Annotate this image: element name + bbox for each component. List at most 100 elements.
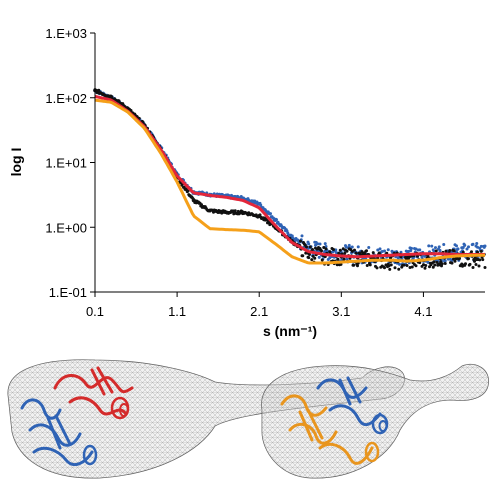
data-point bbox=[320, 258, 324, 262]
data-point bbox=[338, 248, 342, 252]
data-point bbox=[433, 263, 437, 267]
data-point bbox=[483, 244, 487, 248]
data-point bbox=[430, 244, 434, 248]
data-point bbox=[398, 262, 401, 266]
data-point bbox=[233, 209, 237, 213]
data-point bbox=[336, 257, 340, 261]
y-tick-label: 1.E+02 bbox=[45, 91, 87, 106]
data-point bbox=[318, 242, 322, 246]
data-point bbox=[307, 242, 311, 246]
data-point bbox=[353, 248, 356, 252]
data-point bbox=[307, 256, 311, 260]
data-point bbox=[432, 249, 436, 253]
data-point bbox=[393, 266, 397, 270]
data-point bbox=[405, 264, 409, 268]
data-point bbox=[434, 249, 438, 253]
data-point bbox=[471, 265, 475, 269]
data-point bbox=[439, 260, 443, 264]
data-point bbox=[378, 247, 382, 251]
data-point bbox=[476, 245, 479, 249]
data-point bbox=[365, 249, 368, 253]
data-point bbox=[305, 245, 308, 249]
data-point bbox=[376, 248, 380, 252]
data-point bbox=[409, 249, 413, 253]
y-tick-label: 1.E+00 bbox=[45, 220, 87, 235]
data-point bbox=[334, 248, 338, 252]
data-point bbox=[452, 249, 456, 253]
data-point bbox=[461, 246, 465, 250]
x-tick-label: 0.1 bbox=[86, 304, 104, 319]
data-point bbox=[414, 264, 418, 268]
x-tick-label: 2.1 bbox=[250, 304, 268, 319]
data-point bbox=[448, 249, 452, 253]
data-point bbox=[344, 245, 348, 249]
data-point bbox=[478, 258, 482, 262]
data-point bbox=[324, 247, 328, 251]
data-point bbox=[386, 248, 390, 252]
data-point bbox=[438, 248, 442, 252]
data-point bbox=[450, 261, 454, 265]
y-tick-label: 1.E+01 bbox=[45, 156, 87, 171]
data-point bbox=[328, 256, 332, 260]
data-point bbox=[475, 241, 479, 245]
series-line-3 bbox=[94, 98, 485, 265]
data-point bbox=[467, 245, 470, 249]
data-point bbox=[452, 257, 455, 261]
data-point bbox=[422, 263, 425, 267]
data-point bbox=[308, 252, 311, 256]
data-point bbox=[380, 250, 384, 254]
data-point bbox=[129, 109, 133, 113]
data-point bbox=[328, 250, 332, 254]
data-point bbox=[397, 267, 401, 271]
data-point bbox=[301, 254, 305, 258]
series-dots-1 bbox=[93, 88, 487, 271]
data-point bbox=[420, 255, 424, 259]
data-point bbox=[479, 249, 483, 253]
y-tick-label: 1.E+03 bbox=[45, 26, 87, 41]
data-point bbox=[477, 264, 481, 268]
data-point bbox=[481, 258, 485, 262]
data-point bbox=[471, 242, 475, 246]
data-point bbox=[117, 99, 121, 103]
data-point bbox=[200, 203, 203, 207]
data-point bbox=[350, 249, 354, 253]
data-point bbox=[97, 88, 101, 92]
data-point bbox=[354, 251, 358, 255]
data-point bbox=[332, 248, 335, 252]
x-ticks: 0.1 1.1 2.1 3.1 4.1 bbox=[86, 292, 432, 319]
y-ticks: 1.E-01 1.E+00 1.E+01 1.E+02 1.E+03 bbox=[45, 26, 95, 300]
x-tick-label: 3.1 bbox=[332, 304, 350, 319]
data-point bbox=[426, 260, 430, 264]
data-point bbox=[368, 263, 372, 267]
data-point bbox=[408, 266, 412, 270]
data-point bbox=[367, 246, 371, 250]
data-point bbox=[387, 264, 391, 268]
data-point bbox=[335, 251, 338, 255]
data-point bbox=[375, 266, 379, 270]
data-point bbox=[443, 261, 447, 265]
data-point bbox=[407, 249, 410, 253]
data-point bbox=[255, 200, 259, 204]
data-point bbox=[464, 262, 467, 266]
data-point bbox=[432, 260, 436, 264]
data-point bbox=[473, 259, 476, 263]
protein-model-blue-orange bbox=[261, 363, 490, 479]
data-point bbox=[463, 243, 467, 247]
data-point bbox=[418, 261, 422, 265]
data-point bbox=[186, 189, 190, 193]
data-point bbox=[473, 256, 477, 260]
data-point bbox=[443, 259, 447, 263]
data-point bbox=[356, 245, 360, 249]
data-point bbox=[311, 248, 314, 252]
data-point bbox=[275, 218, 278, 222]
data-point bbox=[428, 265, 431, 269]
data-point bbox=[402, 263, 406, 267]
data-point bbox=[313, 256, 317, 260]
y-axis-title: log I bbox=[8, 148, 24, 177]
data-point bbox=[414, 247, 418, 251]
data-point bbox=[347, 243, 351, 247]
data-point bbox=[389, 263, 393, 267]
fit-curve bbox=[94, 94, 485, 259]
data-point bbox=[314, 243, 317, 247]
